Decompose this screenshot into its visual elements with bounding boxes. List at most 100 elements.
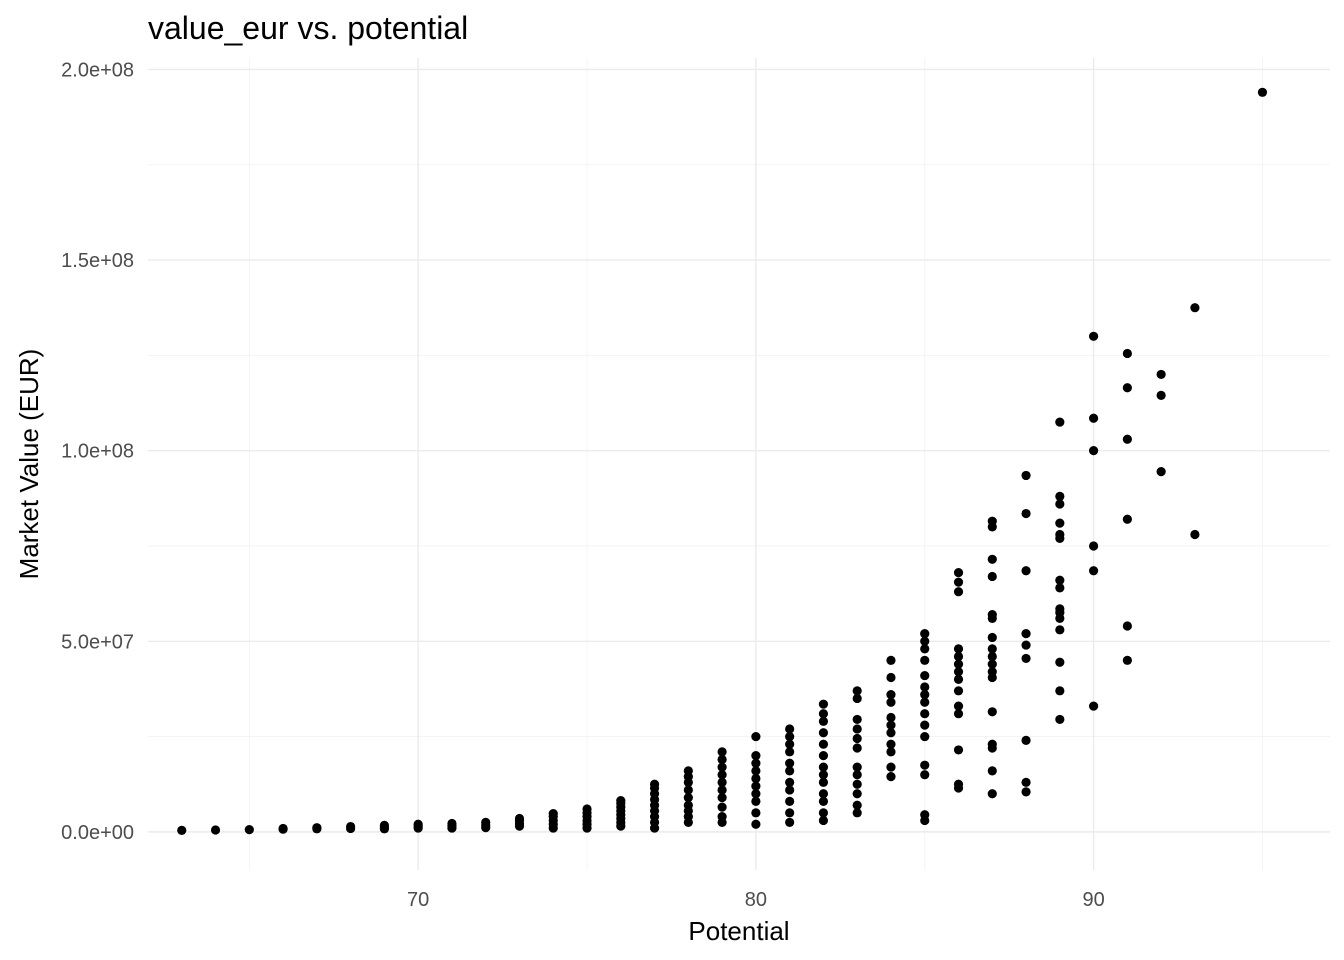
data-point [1021, 735, 1031, 745]
data-point [1122, 621, 1132, 631]
data-point [210, 825, 221, 835]
data-point [1089, 413, 1099, 423]
data-point [818, 815, 829, 826]
data-point [987, 571, 997, 582]
data-point [751, 819, 761, 829]
data-point [1156, 390, 1166, 400]
data-point [920, 760, 930, 770]
data-point [1190, 529, 1200, 540]
y-axis-title: Market Value (EUR) [14, 349, 44, 580]
data-point [785, 766, 795, 776]
data-point [953, 659, 964, 669]
data-point [953, 667, 964, 677]
data-point [514, 813, 525, 824]
data-point [920, 731, 930, 742]
data-point [649, 779, 660, 789]
y-tick-label: 1.0e+08 [61, 441, 134, 463]
data-point [886, 672, 896, 683]
data-point [717, 812, 727, 822]
data-point [987, 659, 997, 669]
data-point [852, 762, 862, 772]
data-point [1055, 529, 1065, 540]
data-point [987, 739, 997, 749]
data-point [1190, 303, 1200, 313]
y-tick-label: 2.0e+08 [61, 59, 134, 81]
data-point [717, 785, 727, 795]
tick-labels: 70 80 90 0.0e+00 5.0e+07 1.0e+08 1.5e+08 2.0e+0… [61, 59, 1105, 911]
data-point [683, 766, 693, 776]
data-point [886, 655, 896, 665]
y-tick-label: 1.5e+08 [61, 250, 134, 272]
data-point [920, 670, 930, 681]
data-point [1089, 541, 1099, 551]
data-point [818, 751, 829, 761]
data-point [920, 644, 930, 654]
data-point [852, 724, 862, 734]
data-point [953, 745, 964, 755]
data-point [751, 751, 761, 761]
data-point [1089, 566, 1099, 576]
data-point [582, 804, 592, 814]
data-point [818, 808, 829, 818]
data-point [953, 701, 964, 711]
data-point [751, 789, 761, 799]
y-tick-label: 5.0e+07 [61, 631, 134, 653]
data-point [1122, 434, 1132, 444]
data-point [987, 516, 997, 526]
x-tick-label: 70 [407, 889, 429, 911]
data-point [987, 707, 997, 717]
data-point [785, 758, 795, 768]
data-point [683, 792, 693, 803]
data-point [886, 720, 896, 730]
data-point [1156, 369, 1166, 380]
data-point [1122, 655, 1132, 665]
data-point [953, 644, 964, 654]
data-point [818, 789, 829, 799]
data-point [785, 817, 795, 827]
data-point [379, 820, 389, 830]
data-point [987, 789, 997, 799]
data-point [717, 770, 727, 780]
data-point [244, 824, 254, 835]
data-point [818, 777, 829, 787]
data-point [953, 568, 964, 578]
data-point [818, 699, 829, 709]
data-point [785, 777, 795, 787]
data-point [1021, 566, 1031, 576]
data-point [852, 770, 862, 780]
data-point [1257, 87, 1268, 97]
data-point [886, 739, 896, 749]
data-point [1021, 653, 1031, 664]
data-point [886, 762, 896, 772]
data-point [920, 690, 930, 700]
data-point [751, 773, 761, 784]
data-point [1055, 518, 1065, 528]
data-point [1089, 701, 1099, 711]
data-point [1055, 657, 1065, 667]
data-point [785, 747, 795, 757]
data-point [953, 686, 964, 696]
data-point [953, 577, 964, 587]
data-points [177, 87, 1268, 835]
data-point [1055, 499, 1065, 509]
data-point [785, 796, 795, 806]
data-point [1122, 348, 1132, 359]
data-point [818, 709, 829, 719]
data-point [852, 743, 862, 753]
data-point [818, 762, 829, 772]
data-point [1055, 491, 1065, 502]
data-point [852, 779, 862, 789]
data-point [751, 808, 761, 818]
data-point [785, 739, 795, 749]
data-point [717, 754, 727, 765]
data-point [920, 770, 930, 780]
data-point [1021, 470, 1031, 481]
data-point [1021, 629, 1031, 639]
data-point [852, 686, 862, 696]
x-tick-label: 90 [1082, 889, 1104, 911]
data-point [717, 762, 727, 772]
data-point [920, 697, 930, 707]
data-point [1055, 575, 1065, 585]
data-point [886, 728, 896, 738]
